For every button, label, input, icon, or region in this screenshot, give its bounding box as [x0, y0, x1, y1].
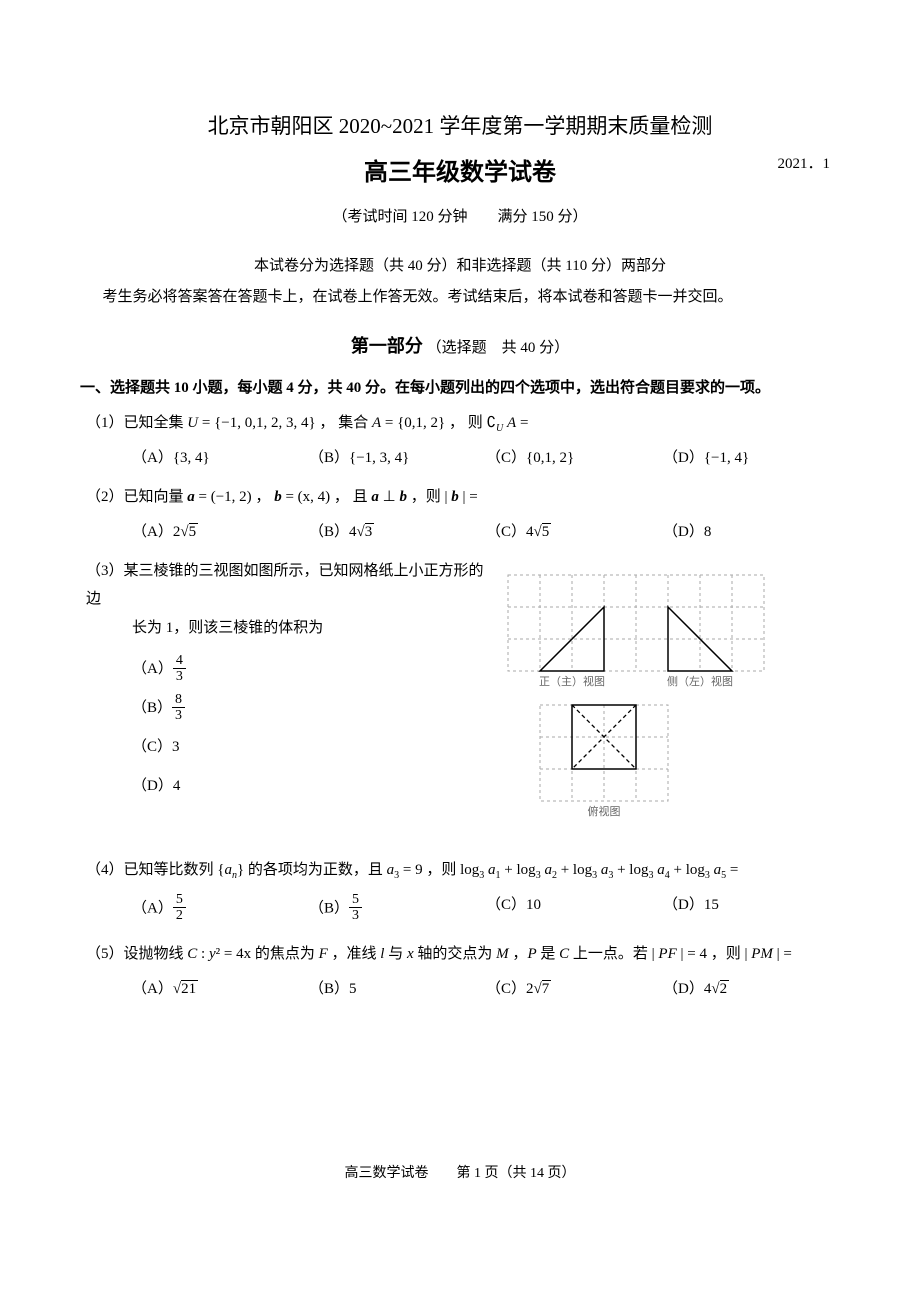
question-3: （3）某三棱锥的三视图如图所示，已知网格纸上小正方形的边 长为 1，则该三棱锥的…	[80, 557, 498, 643]
q2-tail: ，则 |	[411, 489, 452, 505]
question-3-wrap: （3）某三棱锥的三视图如图所示，已知网格纸上小正方形的边 长为 1，则该三棱锥的…	[80, 557, 840, 830]
q3-opt-a: （A）43	[132, 650, 498, 689]
q1-opt-b: （B）{−1, 3, 4}	[309, 446, 486, 467]
q3-l1: （3）某三棱锥的三视图如图所示，已知网格纸上小正方形的边	[86, 563, 484, 608]
q2-b: = (x, 4) ，	[282, 489, 349, 505]
question-1: （1）已知全集 U = {−1, 0,1, 2, 3, 4} ， 集合 A = …	[80, 409, 840, 438]
q4-opt-a: （A）52	[132, 893, 309, 925]
page-footer: 高三数学试卷 第 1 页（共 14 页）	[0, 1162, 920, 1182]
q1-comp: ∁	[487, 415, 497, 431]
q1-options: （A）{3, 4} （B）{−1, 3, 4} （C）{0,1, 2} （D）{…	[132, 446, 840, 467]
section-1-instructions: 一、选择题共 10 小题，每小题 4 分，共 40 分。在每小题列出的四个选项中…	[80, 376, 840, 397]
q5-opt-b: （B）5	[309, 977, 486, 998]
q2-opt-d: （D）8	[663, 520, 840, 541]
doc-subtitle: 高三年级数学试卷	[364, 152, 556, 187]
label-side: 侧（左）视图	[667, 674, 733, 688]
q1-compvar: A	[507, 415, 516, 431]
q2-perp: ⊥	[379, 489, 400, 505]
q4-prefix: （4）已知等比数列 {	[86, 862, 224, 878]
q2-opt-b: （B）43	[309, 520, 486, 541]
q3-opt-d: （D）4	[132, 767, 498, 806]
q5-opt-a: （A）21	[132, 977, 309, 998]
q1-prefix: （1）已知全集	[86, 415, 184, 431]
subtitle-row: 高三年级数学试卷 2021．1	[80, 152, 840, 187]
desc-1: 本试卷分为选择题（共 40 分）和非选择题（共 110 分）两部分	[80, 254, 840, 275]
q1-a: = {0,1, 2} ，	[381, 415, 464, 431]
q5-options: （A）21 （B）5 （C）27 （D）42	[132, 977, 840, 998]
q3-opt-b: （B）83	[132, 689, 498, 728]
q1-opt-a: （A）{3, 4}	[132, 446, 309, 467]
three-view-diagram: 正（主）视图 侧（左）视图 俯视图	[498, 557, 840, 830]
q5-opt-d: （D）42	[663, 977, 840, 998]
label-top: 俯视图	[588, 804, 621, 818]
doc-date: 2021．1	[777, 152, 830, 173]
q2-tail2: | =	[459, 489, 478, 505]
q5-opt-c: （C）27	[486, 977, 663, 998]
section-1-label: 第一部分	[351, 336, 423, 356]
q2-cond: 且	[353, 489, 372, 505]
q3-options: （A）43 （B）83 （C）3 （D）4	[132, 650, 498, 806]
q1-compsub: U	[496, 423, 503, 434]
question-2: （2）已知向量 a = (−1, 2) ， b = (x, 4) ， 且 a ⊥…	[80, 483, 840, 512]
q2-prefix: （2）已知向量	[86, 489, 187, 505]
q3-opt-c: （C）3	[132, 728, 498, 767]
q2-opt-a: （A）25	[132, 520, 309, 541]
q1-eq: =	[516, 415, 528, 431]
q1-opt-c: （C）{0,1, 2}	[486, 446, 663, 467]
q4-opt-b: （B）53	[309, 893, 486, 925]
q2-a: = (−1, 2) ，	[195, 489, 271, 505]
section-1-note: （选择题 共 40 分）	[427, 340, 570, 356]
doc-title: 北京市朝阳区 2020~2021 学年度第一学期期末质量检测	[80, 110, 840, 140]
q1-u: = {−1, 0,1, 2, 3, 4} ，	[198, 415, 334, 431]
question-5: （5）设抛物线 C : y² = 4x 的焦点为 F ，准线 l 与 x 轴的交…	[80, 940, 840, 969]
q2-opt-c: （C）45	[486, 520, 663, 541]
q4-opt-d: （D）15	[663, 893, 840, 925]
q4-opt-c: （C）10	[486, 893, 663, 925]
q1-alabel: 集合	[338, 415, 368, 431]
q1-opt-d: （D）{−1, 4}	[663, 446, 840, 467]
q1-tail: 则	[468, 415, 483, 431]
desc-2: 考生务必将答案答在答题卡上，在试卷上作答无效。考试结束后，将本试卷和答题卡一并交…	[80, 285, 840, 306]
q4-options: （A）52 （B）53 （C）10 （D）15	[132, 893, 840, 925]
section-1-title: 第一部分 （选择题 共 40 分）	[80, 332, 840, 358]
question-4: （4）已知等比数列 {an} 的各项均为正数，且 a3 = 9 ，则 log3 …	[80, 856, 840, 885]
label-front: 正（主）视图	[539, 674, 605, 688]
q3-l2: 长为 1，则该三棱锥的体积为	[86, 620, 323, 636]
q2-options: （A）25 （B）43 （C）45 （D）8	[132, 520, 840, 541]
exam-info: （考试时间 120 分钟 满分 150 分）	[80, 205, 840, 226]
